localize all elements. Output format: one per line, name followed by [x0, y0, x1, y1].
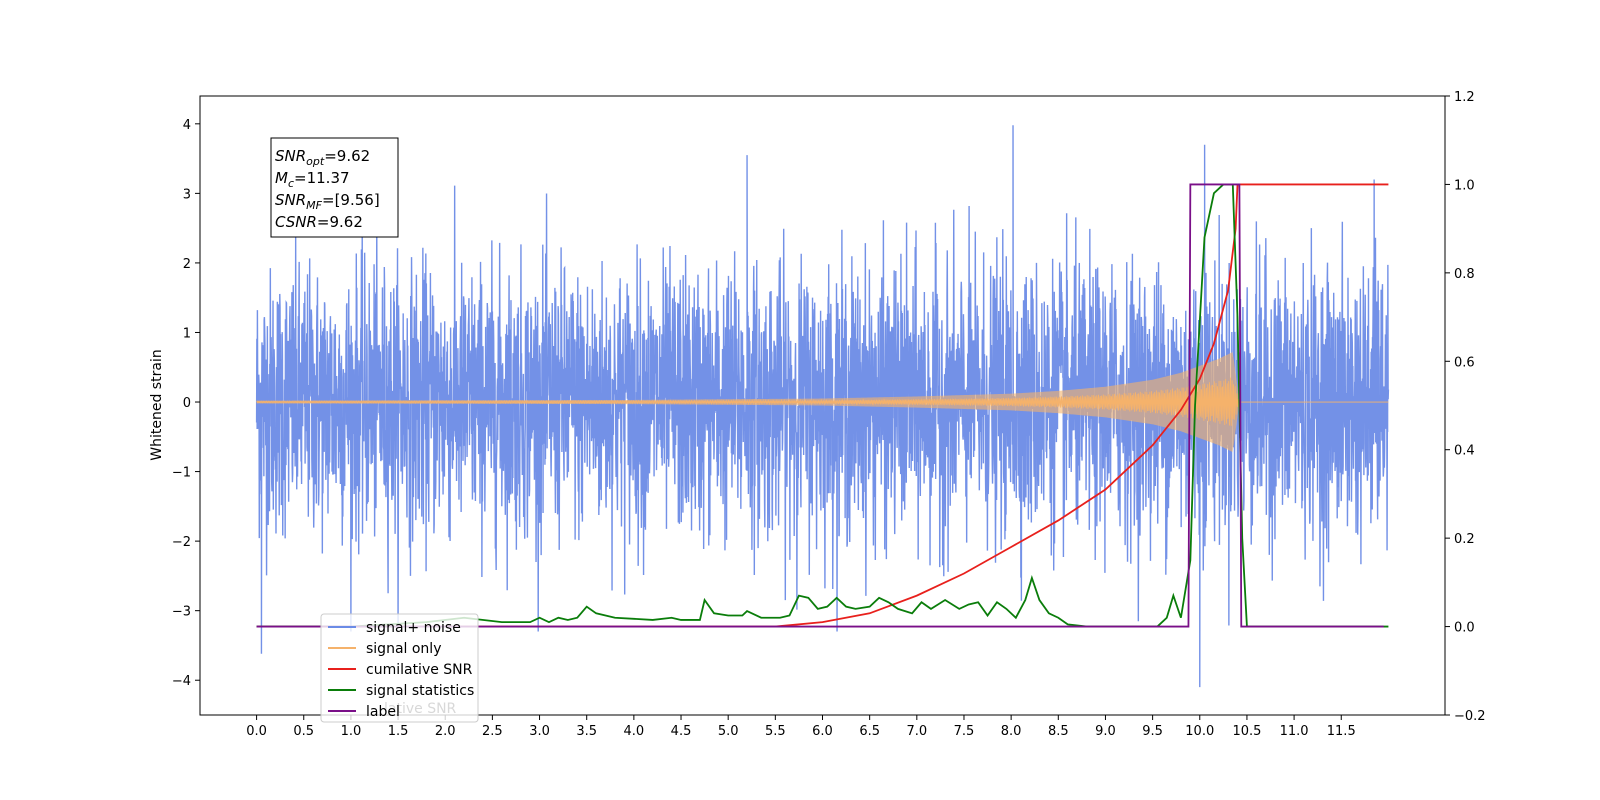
annotation-line: SNRopt=9.62: [275, 147, 370, 168]
annotation-line: CSNR=9.62: [275, 213, 363, 231]
x-tick-label: 0.0: [246, 724, 267, 739]
y-right-tick-label: 0.6: [1454, 355, 1475, 370]
x-tick-label: 7.5: [954, 724, 975, 739]
legend-label: cumilative SNR: [366, 662, 473, 678]
y-right-tick-label: 0.0: [1454, 621, 1475, 636]
legend-hidden-text: lative SNR: [384, 701, 457, 717]
x-tick-label: 2.5: [482, 724, 503, 739]
y-left-tick-label: −2: [172, 535, 191, 550]
annotation-line: SNRMF=[9.56]: [275, 191, 380, 212]
x-tick-label: 4.0: [624, 724, 645, 739]
x-tick-label: 5.5: [765, 724, 786, 739]
x-tick-label: 6.5: [859, 724, 880, 739]
legend-label: signal only: [366, 641, 441, 657]
x-tick-label: 11.0: [1280, 724, 1309, 739]
legend-label: label: [366, 704, 400, 720]
legend: lative SNR signal+ noise signal only cumil…: [320, 613, 479, 723]
x-tick-label: 0.5: [293, 724, 314, 739]
x-tick-label: 1.0: [341, 724, 362, 739]
x-tick-label: 4.5: [671, 724, 692, 739]
y-axis-left-label: Whitened strain: [149, 349, 165, 460]
y-left-tick-label: 3: [183, 187, 191, 202]
x-tick-label: 8.5: [1048, 724, 1069, 739]
annotation-frame: [270, 137, 399, 238]
y-axis-left: −4 −3 −2 −1 0 1 2 3 4: [172, 118, 200, 689]
signal-noise-series: [255, 125, 1390, 688]
signal-statistics-series: [256, 183, 1389, 628]
y-right-tick-label: 1.0: [1454, 178, 1475, 193]
label-series: [256, 183, 1384, 628]
signal-only-series: [256, 377, 1389, 426]
x-tick-label: 1.5: [388, 724, 409, 739]
x-tick-label: 10.5: [1232, 724, 1261, 739]
y-left-tick-label: 0: [183, 396, 191, 411]
y-left-tick-label: 1: [183, 326, 191, 341]
y-left-tick-label: 4: [183, 118, 191, 133]
y-right-tick-label: −0.2: [1454, 709, 1486, 724]
x-tick-label: 9.5: [1142, 724, 1163, 739]
x-tick-label: 8.0: [1001, 724, 1022, 739]
y-axis-right: −0.2 0.0 0.2 0.4 0.6 0.8 1.0 1.2: [1445, 90, 1486, 724]
x-tick-label: 3.0: [529, 724, 550, 739]
x-tick-label: 7.0: [906, 724, 927, 739]
x-tick-label: 9.0: [1095, 724, 1116, 739]
x-tick-label: 10.0: [1185, 724, 1214, 739]
cumulative-snr-series: [256, 183, 1389, 628]
x-tick-label: 6.0: [812, 724, 833, 739]
legend-label: signal statistics: [366, 683, 474, 699]
x-tick-label: 5.0: [718, 724, 739, 739]
y-left-tick-label: −4: [172, 674, 191, 689]
y-right-tick-label: 0.4: [1454, 444, 1475, 459]
y-left-tick-label: −1: [172, 466, 191, 481]
x-tick-label: 2.0: [435, 724, 456, 739]
y-right-tick-label: 0.8: [1454, 267, 1475, 282]
y-left-tick-label: −3: [172, 605, 191, 620]
y-right-tick-label: 1.2: [1454, 90, 1475, 105]
plot-area: [255, 125, 1390, 688]
legend-label: signal+ noise: [366, 620, 461, 636]
legend-frame: [320, 613, 479, 723]
y-left-tick-label: 2: [183, 257, 191, 272]
annotation-line: Mc=11.37: [275, 169, 350, 190]
x-tick-label: 3.5: [576, 724, 597, 739]
y-right-tick-label: 0.2: [1454, 532, 1475, 547]
x-tick-label: 11.5: [1327, 724, 1356, 739]
x-axis: 0.0 0.5 1.0 1.5 2.0 2.5 3.0 3.5 4.0 4.5 5.0 5.5 6.0 6…: [246, 715, 1356, 739]
